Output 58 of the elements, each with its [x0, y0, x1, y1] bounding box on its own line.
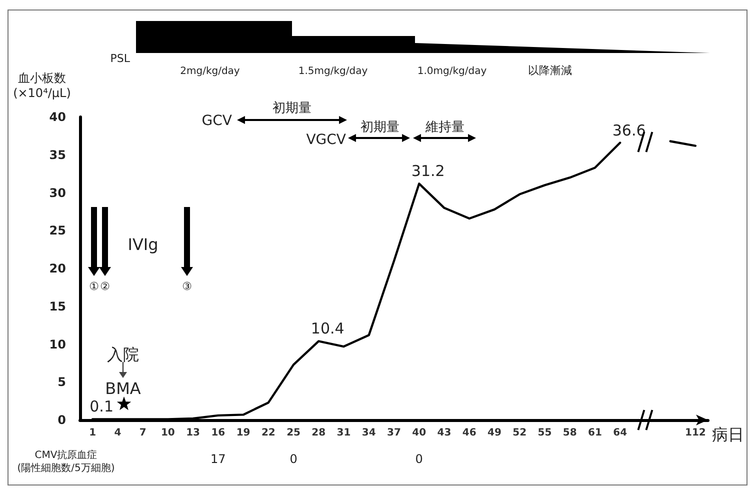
- y-tick-label: 10: [49, 337, 66, 352]
- x-tick-label: 58: [562, 428, 577, 438]
- y-tick-label: 20: [49, 262, 66, 276]
- x-tick-label: 31: [336, 428, 351, 438]
- annotation: VGCV: [306, 132, 346, 148]
- y-tick-label: 30: [49, 186, 66, 200]
- x-tick-label: 22: [261, 428, 276, 438]
- x-tick-label: 16: [211, 428, 226, 438]
- annotation: BMA: [105, 379, 141, 398]
- y-tick-label: 40: [49, 110, 66, 124]
- data-label: 0.1: [90, 398, 114, 416]
- x-tick-label: 1: [89, 428, 96, 438]
- text: 以降漸減: [528, 64, 572, 77]
- y-tick-label: 35: [49, 148, 66, 162]
- text: 0: [415, 452, 423, 466]
- x-tick-label: 55: [538, 428, 552, 438]
- y-tick-label: 15: [49, 299, 66, 314]
- text: 0: [290, 452, 298, 466]
- x-tick-label: 10: [160, 428, 175, 438]
- y-axis-title: 血小板数 (×10⁴/μL): [13, 71, 71, 100]
- x-tick-label: 37: [387, 428, 401, 438]
- annotation: 維持量: [424, 120, 464, 135]
- text: 1.5mg/kg/day: [298, 66, 368, 77]
- x-tick-label: 112: [685, 428, 706, 438]
- x-tick-label: 28: [312, 428, 326, 438]
- annotation: 入院: [107, 345, 139, 364]
- x-tick-label: 13: [186, 428, 200, 438]
- text: CMV抗原血症 (陽性細胞数/5万細胞): [17, 449, 115, 474]
- y-tick-label: 5: [58, 375, 66, 390]
- x-tick-label: 64: [613, 428, 628, 438]
- text: 1.0mg/kg/day: [417, 66, 487, 77]
- annotation: IVIg: [128, 235, 158, 254]
- x-tick-label: 52: [512, 428, 527, 438]
- x-tick-label: 7: [139, 428, 146, 438]
- text: 17: [210, 452, 226, 466]
- y-tick-label: 0: [58, 413, 66, 427]
- x-tick-label: 40: [412, 428, 426, 438]
- x-tick-label: 34: [362, 428, 376, 438]
- x-tick-label: 61: [588, 428, 602, 438]
- text: 2mg/kg/day: [180, 66, 240, 77]
- text: 初期量: [272, 101, 312, 116]
- x-tick-label: 4: [114, 428, 122, 438]
- x-tick-label: 43: [437, 428, 452, 438]
- annotation: ③: [182, 280, 192, 293]
- text: PSL: [110, 52, 131, 65]
- x-tick-label: 25: [286, 428, 301, 438]
- data-label: 36.6: [612, 121, 646, 140]
- annotation: 初期量: [360, 120, 400, 135]
- data-label: 31.2: [411, 162, 445, 180]
- x-tick-label: 46: [462, 428, 476, 438]
- x-tick-label: 49: [488, 428, 502, 438]
- annotation: ②: [100, 280, 110, 293]
- x-tick-label: 19: [236, 428, 250, 438]
- x-axis-title: 病日: [712, 425, 744, 444]
- data-label: 10.4: [310, 320, 344, 338]
- y-tick-label: 25: [49, 224, 66, 238]
- annotation: ①: [89, 280, 100, 293]
- annotation: GCV: [202, 113, 232, 129]
